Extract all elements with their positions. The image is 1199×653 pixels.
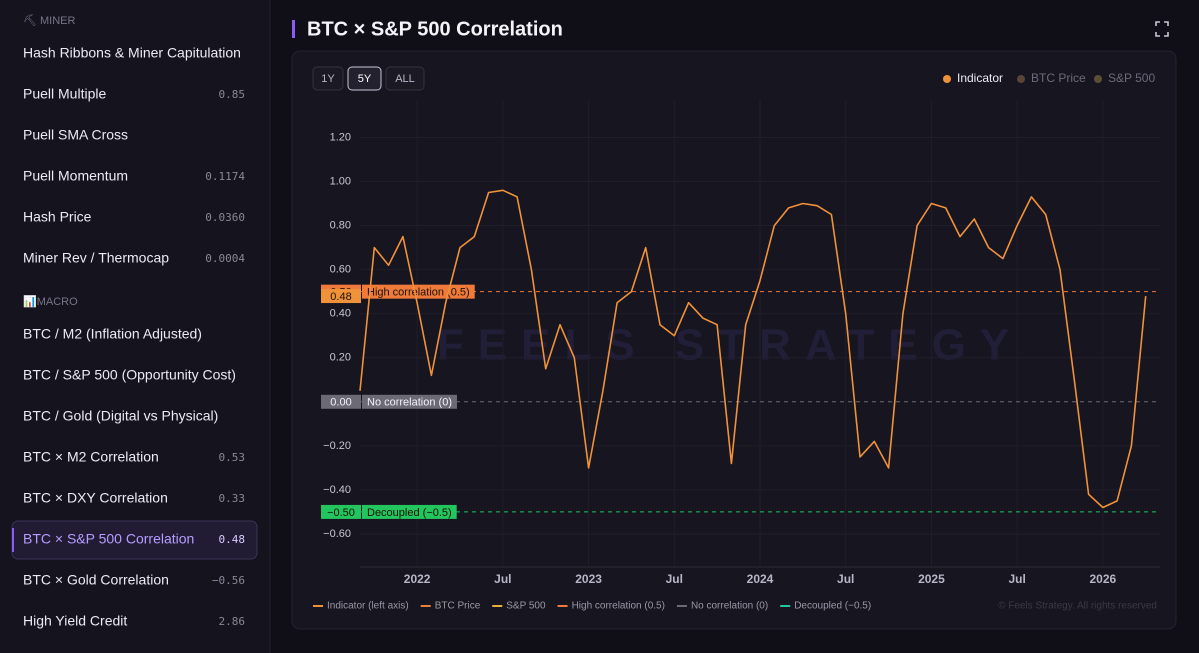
nav-item-value: 0.0004	[205, 252, 245, 265]
y-tick-label: 0.80	[330, 219, 351, 231]
nav-item-value: 0.1174	[205, 170, 245, 183]
legend-marker[interactable]	[1017, 75, 1025, 83]
nav-item-value: 0.48	[219, 533, 246, 546]
y-tick-label: 0.20	[330, 352, 351, 364]
watermark: FEELS STRATEGY	[437, 321, 1023, 370]
nav-item[interactable]: BTC / Gold (Digital vs Physical)	[23, 408, 218, 424]
nav-item[interactable]: Puell Multiple	[23, 86, 106, 102]
current-value-box	[321, 289, 361, 304]
nav-item[interactable]: BTC × Gold Correlation	[23, 572, 169, 588]
current-value-label: 0.48	[330, 291, 351, 303]
y-tick-label: 1.00	[330, 175, 351, 187]
range-button[interactable]	[385, 66, 425, 91]
nav-item[interactable]: Puell Momentum	[23, 168, 128, 184]
x-tick-label: 2023	[575, 572, 602, 586]
y-tick-label: 1.20	[330, 131, 351, 143]
legend-label[interactable]: BTC Price	[1031, 71, 1086, 85]
reference-label: High correlation (0.5)	[367, 287, 470, 299]
legend-marker[interactable]	[943, 75, 951, 83]
x-tick-label: 2025	[918, 572, 945, 586]
panel-title: BTC × S&P 500 Correlation	[307, 18, 563, 40]
nav-item[interactable]: BTC / S&P 500 (Opportunity Cost)	[23, 367, 236, 383]
bottom-legend-label[interactable]: High correlation (0.5)	[572, 601, 665, 612]
nav-item[interactable]: BTC / M2 (Inflation Adjusted)	[23, 326, 202, 342]
fullscreen-icon[interactable]	[1155, 21, 1169, 37]
reference-value: −0.50	[327, 507, 355, 519]
title-accent	[292, 20, 295, 38]
nav-item[interactable]: Hash Ribbons & Miner Capitulation	[23, 45, 241, 61]
reference-value-box	[321, 394, 361, 409]
x-tick-label: Jul	[494, 572, 511, 586]
legend-label[interactable]: S&P 500	[1108, 71, 1155, 85]
nav-item-value: 0.53	[219, 451, 246, 464]
nav-item[interactable]: Puell SMA Cross	[23, 127, 128, 143]
reference-label-box	[362, 394, 457, 409]
reference-label: No correlation (0)	[367, 397, 452, 409]
nav-item-value: 0.33	[219, 492, 246, 505]
active-item-accent	[12, 528, 14, 552]
y-tick-label: −0.40	[323, 484, 351, 496]
nav-item-value: −0.56	[212, 574, 245, 587]
nav-item[interactable]: Hash Price	[23, 209, 92, 225]
reference-value-box	[321, 504, 361, 519]
range-button[interactable]	[347, 66, 382, 91]
nav-item-value: 2.86	[219, 615, 246, 628]
reference-label-box	[362, 284, 475, 299]
reference-value: 0.00	[330, 397, 351, 409]
x-tick-label: 2026	[1090, 572, 1117, 586]
x-tick-label: Jul	[666, 572, 683, 586]
nav-item[interactable]: BTC × S&P 500 Correlation	[23, 531, 194, 547]
y-tick-label: 0.40	[330, 308, 351, 320]
nav-item[interactable]: High Yield Credit	[23, 613, 127, 629]
copyright: © Feels Strategy. All rights reserved	[998, 601, 1157, 612]
legend-label[interactable]: Indicator	[957, 71, 1003, 85]
nav-item-value: 0.0360	[205, 211, 245, 224]
nav-item[interactable]: Miner Rev / Thermocap	[23, 250, 169, 266]
x-tick-label: Jul	[1008, 572, 1025, 586]
nav-item[interactable]: BTC × DXY Correlation	[23, 490, 168, 506]
y-tick-label: −0.20	[323, 440, 351, 452]
nav-item[interactable]: BTC × M2 Correlation	[23, 449, 159, 465]
y-tick-label: 0.60	[330, 264, 351, 276]
bottom-legend-label[interactable]: Indicator (left axis)	[327, 601, 409, 612]
nav-item-value: 0.85	[219, 88, 246, 101]
legend-marker[interactable]	[1094, 75, 1102, 83]
range-button-label[interactable]: 5Y	[358, 73, 372, 85]
reference-label-box	[362, 504, 457, 519]
indicator-line	[359, 189, 1147, 509]
section-header: 📊MACRO	[23, 295, 78, 308]
range-button-label[interactable]: ALL	[395, 73, 415, 85]
x-tick-label: 2024	[747, 572, 774, 586]
x-tick-label: Jul	[837, 572, 854, 586]
bottom-legend-label[interactable]: Decoupled (−0.5)	[794, 601, 871, 612]
bottom-legend-label[interactable]: No correlation (0)	[691, 601, 768, 612]
range-button[interactable]	[312, 66, 344, 91]
section-header: ⛏ MINER	[23, 14, 76, 27]
x-tick-label: 2022	[404, 572, 431, 586]
bottom-legend-label[interactable]: BTC Price	[435, 601, 481, 612]
bottom-legend-label[interactable]: S&P 500	[506, 601, 546, 612]
range-button-label[interactable]: 1Y	[321, 73, 335, 85]
reference-label: Decoupled (−0.5)	[367, 507, 452, 519]
y-tick-label: −0.60	[323, 528, 351, 540]
